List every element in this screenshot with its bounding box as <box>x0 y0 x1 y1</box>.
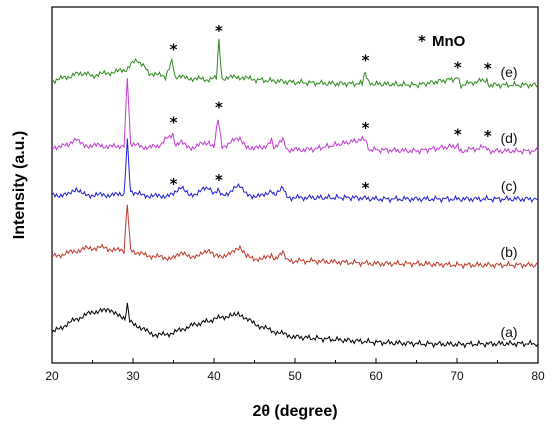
mno-peak-marker: * <box>362 52 370 70</box>
curve-label-d: (d) <box>500 130 517 146</box>
series-line-e <box>51 38 539 90</box>
mno-peak-marker: * <box>170 41 178 59</box>
series-line-d <box>51 78 539 156</box>
x-tick-label: 70 <box>450 369 464 383</box>
legend: * MnO <box>418 32 466 50</box>
series-line-c <box>51 138 539 204</box>
mno-peak-marker: * <box>170 175 178 193</box>
x-tick-label: 60 <box>369 369 383 383</box>
x-tick-label: 40 <box>207 369 221 383</box>
markers-group: * * * * * * * * * * * * * <box>170 22 492 197</box>
x-ticks-group: 20 30 40 50 60 70 80 <box>45 358 545 383</box>
series-line-a <box>51 302 539 349</box>
y-axis-title: Intensity (a.u.) <box>11 131 28 239</box>
curve-label-e: (e) <box>500 64 517 80</box>
curves-group <box>51 38 539 349</box>
mno-peak-marker: * <box>454 58 462 76</box>
legend-symbol: * <box>418 32 426 50</box>
curve-label-b: (b) <box>500 244 517 260</box>
mno-peak-marker: * <box>215 22 223 40</box>
mno-peak-marker: * <box>170 113 178 131</box>
curve-label-c: (c) <box>501 178 517 194</box>
curve-label-a: (a) <box>500 324 517 340</box>
series-line-b <box>51 204 539 270</box>
x-tick-label: 30 <box>126 369 140 383</box>
mno-peak-marker: * <box>215 171 223 189</box>
x-tick-label: 80 <box>531 369 545 383</box>
x-tick-label: 20 <box>45 369 59 383</box>
mno-peak-marker: * <box>362 119 370 137</box>
mno-peak-marker: * <box>454 126 462 144</box>
x-tick-label: 50 <box>288 369 302 383</box>
mno-peak-marker: * <box>484 127 492 145</box>
mno-peak-marker: * <box>215 99 223 117</box>
curve-labels-group: (a) (b) (c) (d) (e) <box>500 64 517 340</box>
mno-peak-marker: * <box>362 179 370 197</box>
x-axis-title: 2θ (degree) <box>252 403 337 420</box>
legend-label: MnO <box>432 33 466 50</box>
mno-peak-marker: * <box>484 60 492 78</box>
